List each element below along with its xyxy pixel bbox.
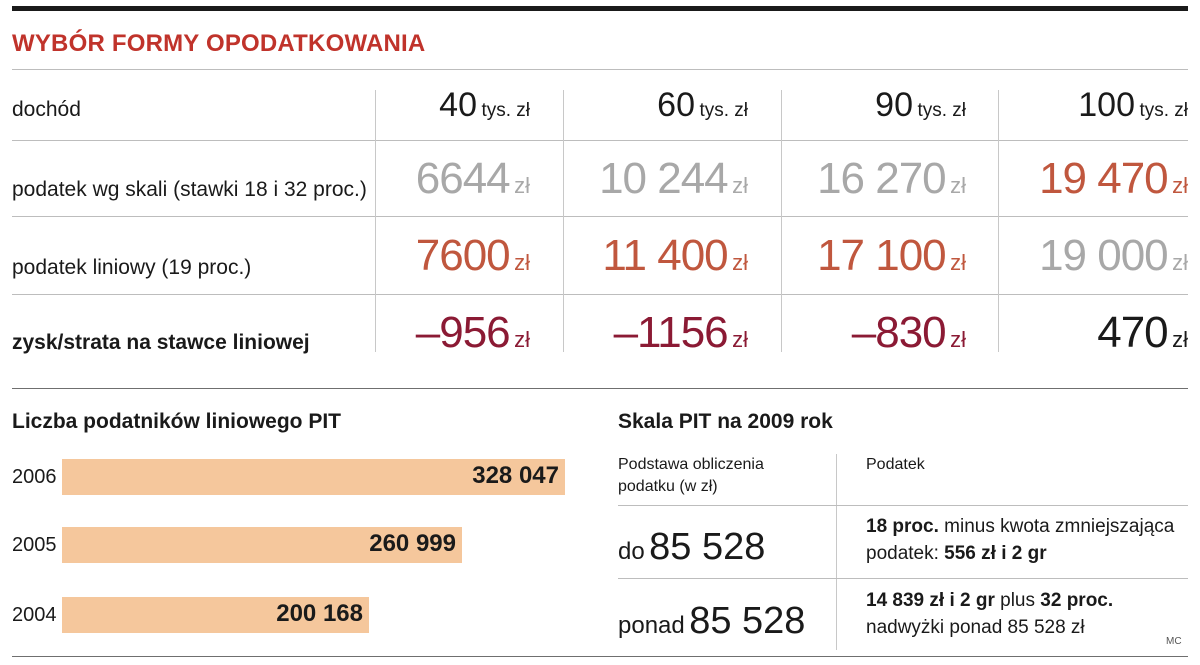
bar-value-label: 200 168 (276, 600, 363, 627)
flat-tax-40: 7600 zł (415, 231, 530, 280)
gain-loss-40: –956 zł (415, 308, 530, 357)
flat-tax-90: 17 100 zł (817, 231, 966, 280)
basis-row-2: ponad 85 528 (618, 600, 806, 642)
row-divider (12, 294, 1188, 295)
bar-2005 (62, 527, 462, 563)
bar-category-label: 2004 (12, 604, 57, 626)
top-rule (12, 6, 1188, 11)
column-divider (375, 90, 376, 352)
tax-row-2: 14 839 zł i 2 gr plus 32 proc. nadwyżki … (866, 590, 1114, 638)
chart-title: Liczba podatników liniowego PIT (12, 410, 342, 433)
income-40: 40 tys. zł (439, 86, 530, 124)
row-divider (12, 216, 1188, 217)
income-90: 90 tys. zł (875, 86, 966, 124)
gain-loss-100: 470 zł (1097, 308, 1188, 357)
bar-category-label: 2005 (12, 534, 57, 556)
basis-header-line1: Podstawa obliczenia (618, 456, 764, 473)
flat-tax-100: 19 000 zł (1039, 231, 1188, 280)
credit: MC (1166, 636, 1182, 647)
pit-row-divider (618, 578, 1188, 579)
pit-row-divider (618, 505, 1188, 506)
row-label-flat-tax: podatek liniowy (19 proc.) (12, 256, 252, 279)
basis-row-1: do 85 528 (618, 526, 766, 568)
row-divider (12, 140, 1188, 141)
column-divider (998, 90, 999, 352)
section-divider (12, 388, 1188, 389)
bar-value-label: 260 999 (369, 530, 456, 557)
tax-header: Podatek (866, 456, 925, 473)
bottom-rule (12, 656, 1188, 657)
gain-loss-90: –830 zł (851, 308, 966, 357)
scale-tax-100: 19 470 zł (1039, 154, 1188, 203)
bar-value-label: 328 047 (472, 462, 559, 489)
page-title: WYBÓR FORMY OPODATKOWANIA (12, 30, 426, 57)
scale-tax-40: 6644 zł (415, 154, 530, 203)
pit-column-divider (836, 454, 837, 650)
column-divider (563, 90, 564, 352)
bar-2006 (62, 459, 565, 495)
pit-scale-title: Skala PIT na 2009 rok (618, 410, 833, 433)
scale-tax-90: 16 270 zł (817, 154, 966, 203)
row-label-scale-tax: podatek wg skali (stawki 18 i 32 proc.) (12, 178, 367, 201)
basis-header-line2: podatku (w zł) (618, 478, 718, 495)
row-label-income: dochód (12, 98, 81, 121)
title-divider (12, 69, 1188, 70)
gain-loss-60: –1156 zł (613, 308, 748, 357)
bar-2004 (62, 597, 369, 633)
income-100: 100 tys. zł (1078, 86, 1188, 124)
flat-tax-60: 11 400 zł (602, 231, 748, 280)
bar-category-label: 2006 (12, 466, 57, 488)
scale-tax-60: 10 244 zł (599, 154, 748, 203)
tax-row-1: 18 proc. minus kwota zmniejszająca podat… (866, 516, 1175, 564)
income-60: 60 tys. zł (657, 86, 748, 124)
basis-header: Podstawa obliczenia podatku (w zł) (618, 454, 764, 498)
row-label-gain-loss: zysk/strata na stawce liniowej (12, 331, 310, 354)
column-divider (781, 90, 782, 352)
